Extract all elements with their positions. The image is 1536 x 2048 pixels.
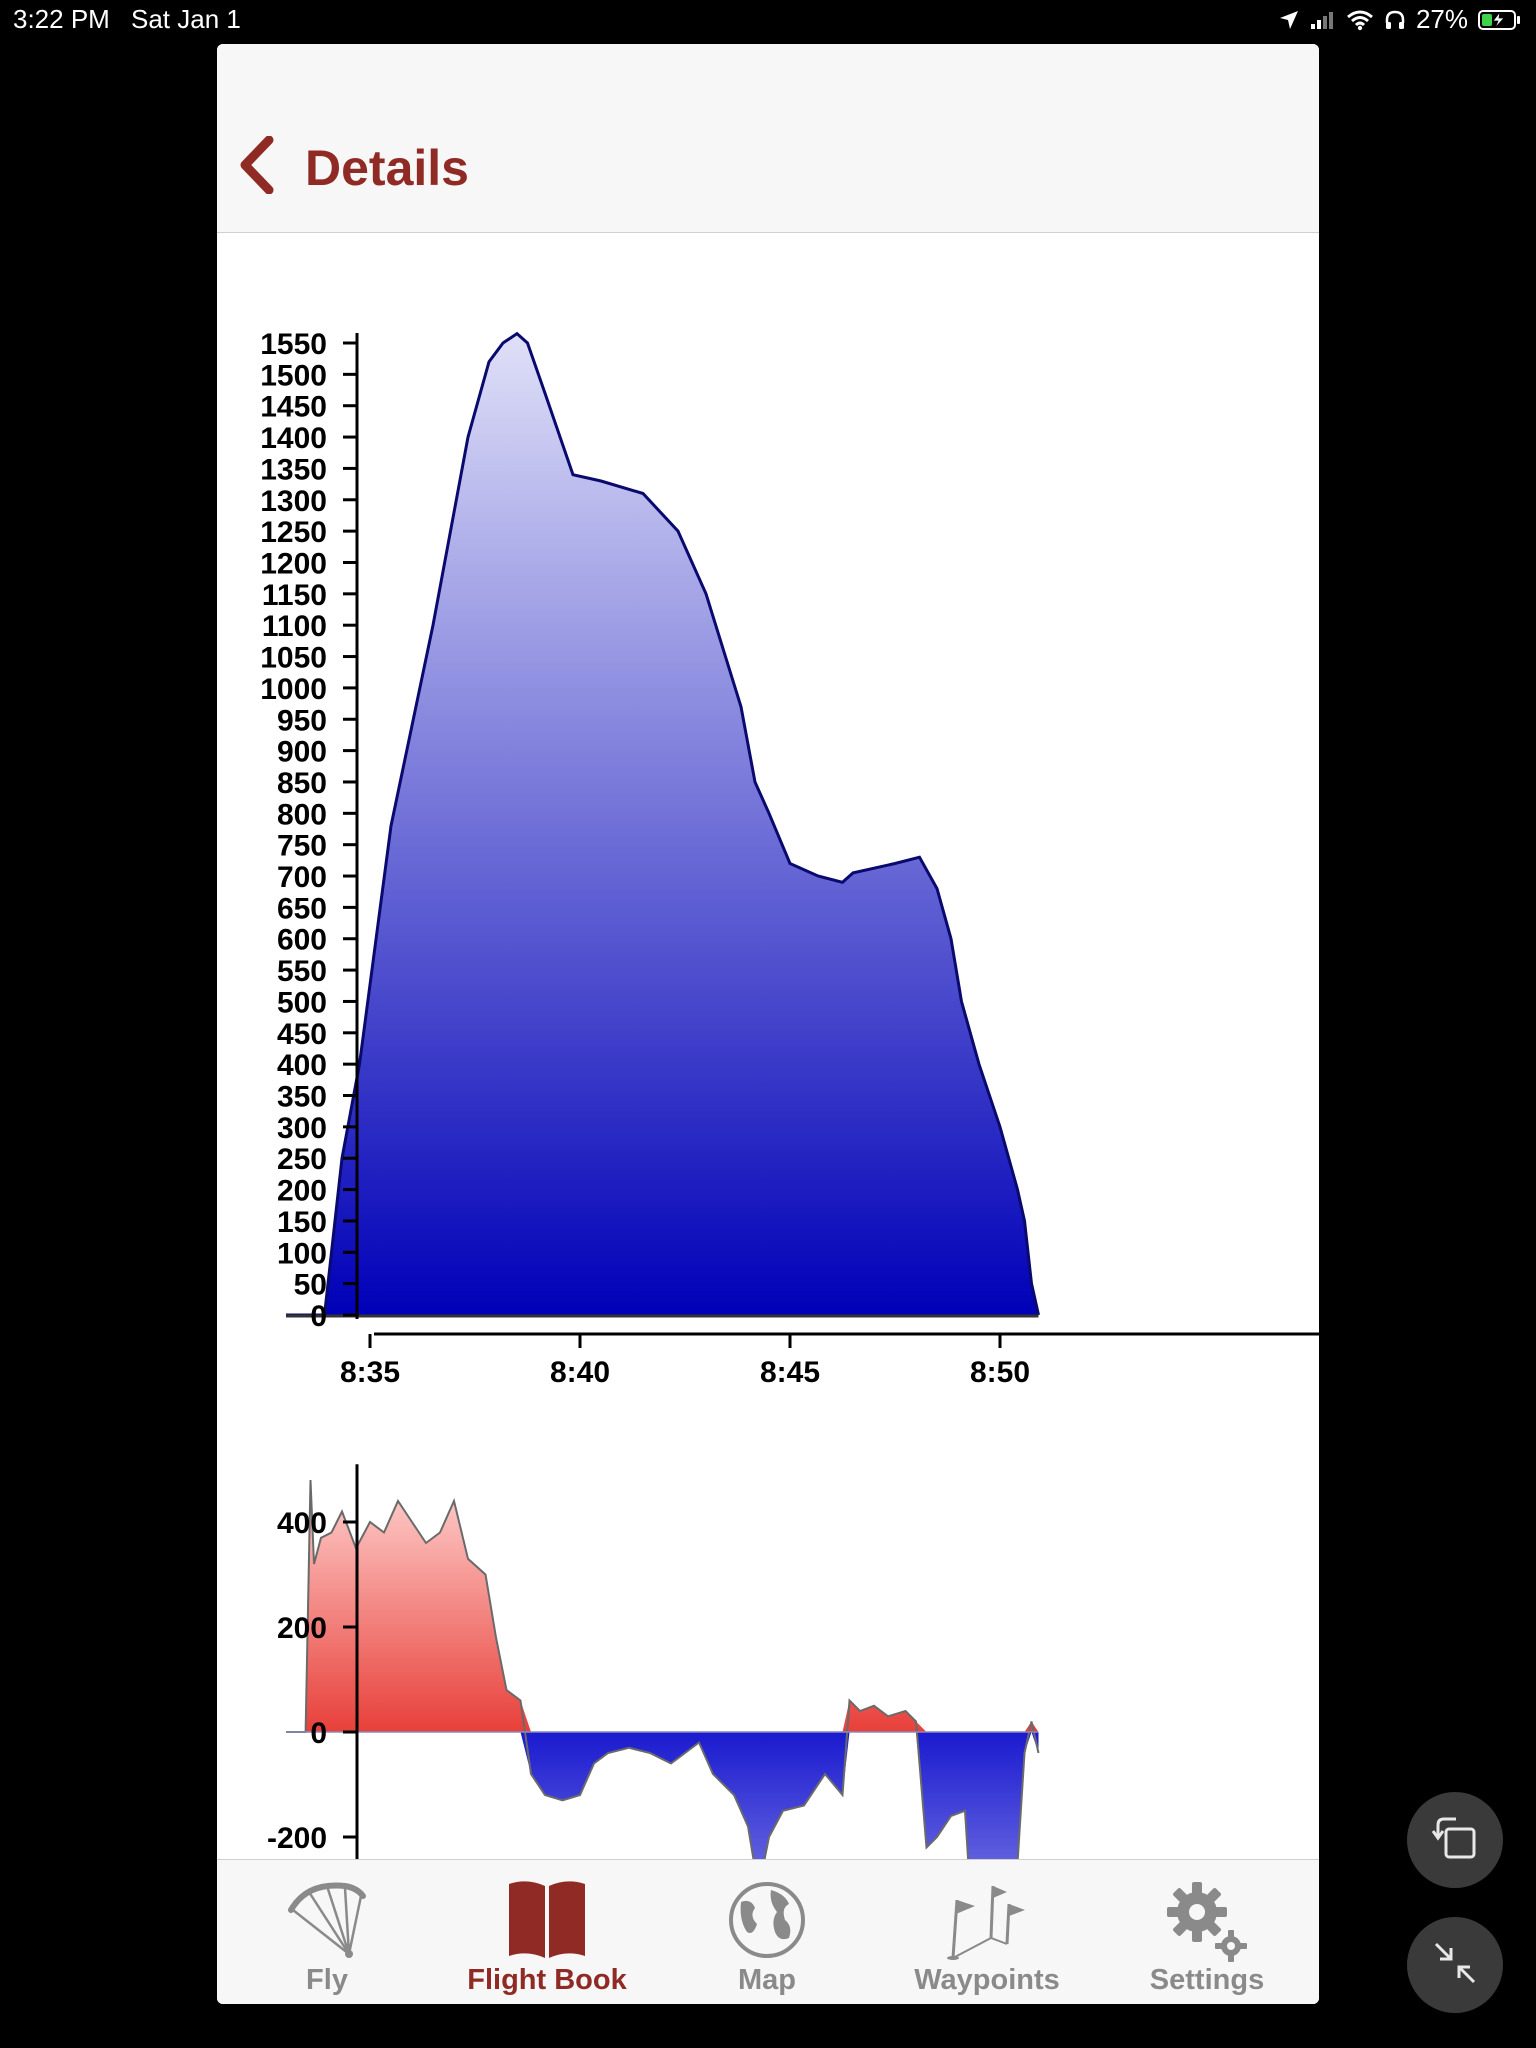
altitude-vario-charts: 0501001502002503003504004505005506006507… — [260, 328, 1319, 2004]
altitude-y-tick-label: 300 — [277, 1112, 327, 1145]
battery-charging-icon — [1478, 9, 1522, 31]
globe-icon — [727, 1880, 807, 1965]
altitude-y-tick-label: 1450 — [260, 391, 327, 424]
vario-y-tick-label: 200 — [277, 1612, 327, 1645]
altitude-y-tick-label: 450 — [277, 1018, 327, 1051]
altitude-y-tick-label: 700 — [277, 861, 327, 894]
altitude-y-tick-label: 1050 — [260, 642, 327, 675]
battery-percent: 27% — [1415, 4, 1468, 34]
altitude-y-tick-label: 800 — [277, 798, 327, 831]
vario-y-tick-label: 0 — [310, 1717, 327, 1750]
altitude-y-tick-label: 1200 — [260, 547, 327, 580]
altitude-y-tick-label: 1100 — [262, 610, 327, 643]
altitude-y-tick-label: 400 — [277, 1049, 327, 1082]
altitude-y-tick-label: 1550 — [260, 328, 327, 361]
altitude-y-tick-label: 50 — [294, 1269, 327, 1302]
chevron-left-icon — [237, 135, 277, 199]
collapse-button[interactable] — [1407, 1917, 1503, 2013]
time-x-tick-label: 8:45 — [760, 1356, 820, 1389]
vario-y-tick-label: -200 — [267, 1822, 327, 1855]
time-x-tick-label: 8:35 — [340, 1356, 400, 1389]
altitude-y-tick-label: 550 — [277, 955, 327, 988]
status-time: 3:22 PM — [13, 4, 110, 34]
altitude-y-tick-label: 600 — [277, 924, 327, 957]
flags-icon — [945, 1880, 1029, 1965]
tab-settings-label: Settings — [1149, 1964, 1265, 1996]
gear-icon — [1165, 1880, 1249, 1969]
tab-fly[interactable]: Fly — [217, 1860, 437, 2004]
vario-y-tick-label: 400 — [277, 1507, 327, 1540]
tab-settings[interactable]: Settings — [1097, 1860, 1317, 2004]
altitude-area — [286, 333, 1039, 1316]
collapse-arrows-icon — [1430, 1938, 1480, 1993]
altitude-y-tick-label: 1350 — [260, 453, 327, 486]
tab-waypoints-label: Waypoints — [914, 1964, 1060, 1996]
altitude-y-tick-label: 200 — [277, 1175, 327, 1208]
altitude-y-tick-label: 500 — [277, 986, 327, 1019]
altitude-y-tick-label: 250 — [277, 1143, 327, 1176]
altitude-y-tick-label: 650 — [277, 892, 327, 925]
status-bar: 3:22 PM Sat Jan 1 — [0, 0, 1536, 40]
location-icon — [1278, 9, 1300, 31]
status-indicators: 27% — [1278, 4, 1522, 35]
altitude-y-tick-label: 1250 — [260, 516, 327, 549]
back-button[interactable]: Details — [237, 135, 469, 199]
altitude-y-tick-label: 1400 — [260, 422, 327, 455]
book-icon — [507, 1880, 587, 1965]
altitude-y-tick-label: 750 — [277, 830, 327, 863]
wifi-icon — [1346, 9, 1374, 31]
altitude-y-tick-label: 850 — [277, 767, 327, 800]
altitude-y-tick-label: 150 — [277, 1206, 327, 1239]
altitude-y-tick-label: 1500 — [260, 359, 327, 392]
altitude-y-tick-label: 900 — [277, 736, 327, 769]
altitude-y-tick-label: 1300 — [260, 485, 327, 518]
altitude-y-tick-label: 0 — [310, 1300, 327, 1333]
tab-flight-book-label: Flight Book — [467, 1964, 627, 1996]
time-x-tick-label: 8:50 — [970, 1356, 1030, 1389]
altitude-y-tick-label: 350 — [277, 1081, 327, 1114]
page-title: Details — [305, 139, 469, 196]
sink-area — [286, 1732, 1039, 2004]
time-x-tick-label: 8:40 — [550, 1356, 610, 1389]
tab-map-label: Map — [738, 1964, 796, 1996]
status-date: Sat Jan 1 — [131, 4, 241, 34]
charts-container: 0 50 100 150 200 250 300 350 400 450 500 550 600 650 7… — [217, 233, 1319, 2004]
vario-line — [286, 1479, 1040, 2004]
tab-map[interactable]: Map — [657, 1860, 877, 2004]
tab-fly-label: Fly — [306, 1964, 348, 1996]
tab-bar: Fly Flight Book Map — [217, 1859, 1319, 2004]
paraglider-icon — [287, 1880, 367, 1965]
cellular-signal-icon — [1310, 10, 1336, 30]
headphones-icon — [1384, 9, 1406, 31]
climb-area — [286, 1480, 1039, 1732]
altitude-y-tick-label: 1000 — [260, 673, 327, 706]
navigation-bar: Details — [217, 44, 1319, 233]
app-window: Details 0 50 100 150 200 250 300 350 400 450 500 55… — [217, 44, 1319, 2004]
altitude-chart: 0501001502002503003504004505005506006507… — [260, 328, 1319, 1389]
altitude-y-tick-label: 1150 — [262, 579, 327, 612]
altitude-y-tick-label: 100 — [277, 1237, 327, 1270]
rotate-screen-button[interactable] — [1407, 1792, 1503, 1888]
tab-flight-book[interactable]: Flight Book — [437, 1860, 657, 2004]
altitude-line — [286, 331, 1040, 1317]
altitude-y-tick-label: 950 — [277, 704, 327, 737]
rotate-screen-icon — [1430, 1813, 1480, 1868]
tab-waypoints[interactable]: Waypoints — [877, 1860, 1097, 2004]
